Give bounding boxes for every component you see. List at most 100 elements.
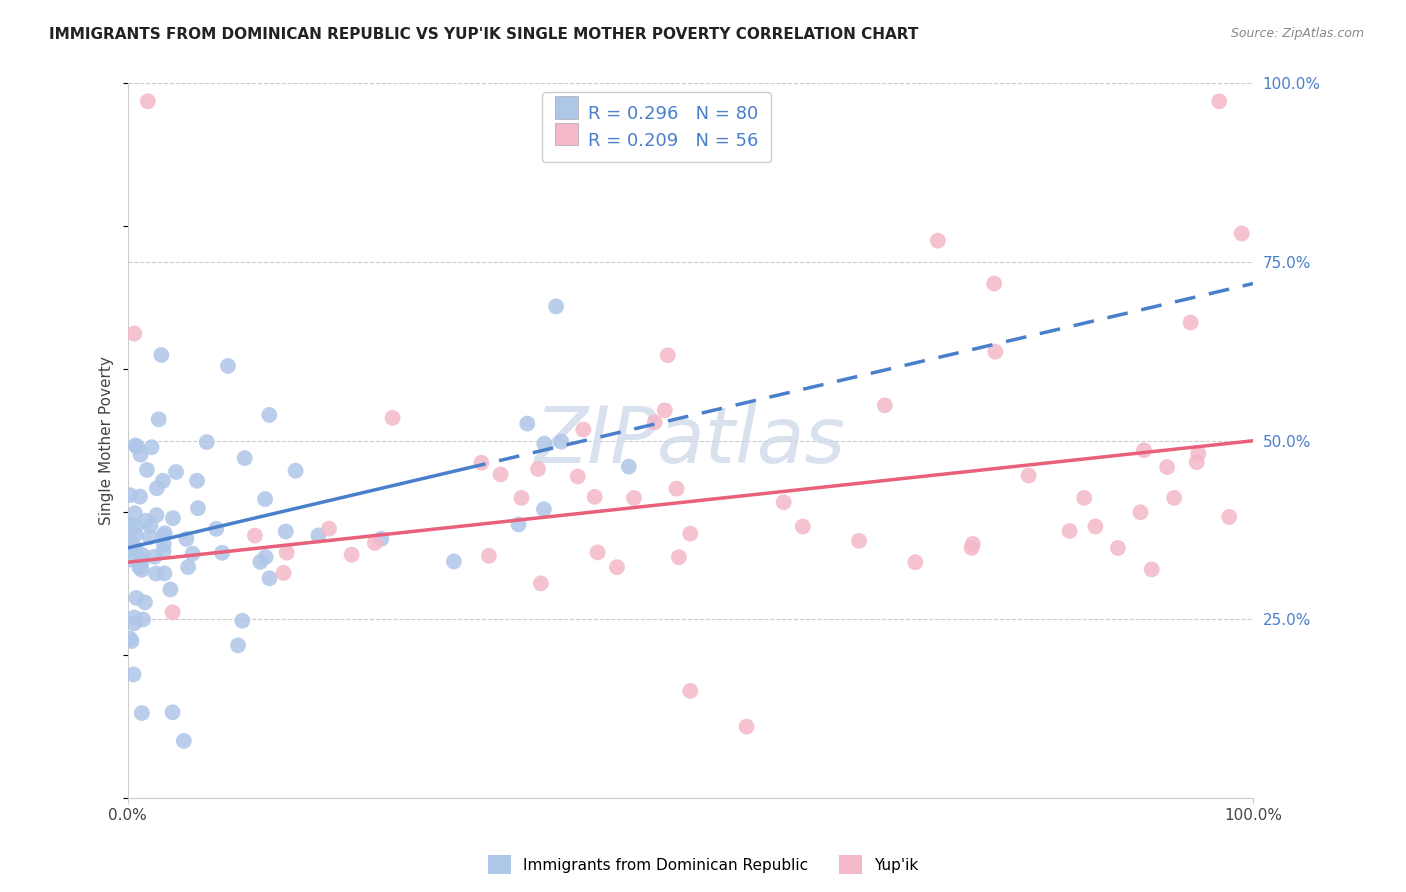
Point (679, 684, 702, 698)
Point (165, 465, 187, 479)
Point (129, 448, 152, 462)
Point (153, 566, 176, 581)
Point (665, 482, 688, 496)
Point (118, 517, 141, 532)
Point (131, 706, 153, 720)
Point (226, 639, 249, 653)
Point (145, 566, 167, 581)
Point (960, 541, 983, 555)
Point (217, 359, 239, 373)
Point (873, 398, 896, 412)
Point (121, 540, 143, 554)
Point (124, 506, 146, 520)
Point (546, 299, 568, 313)
Point (735, 720, 758, 734)
Point (1180, 316, 1202, 330)
Point (145, 508, 167, 523)
Legend: Immigrants from Dominican Republic, Yup'ik: Immigrants from Dominican Republic, Yup'… (482, 849, 924, 880)
Point (516, 417, 538, 431)
Point (586, 545, 609, 559)
Point (276, 545, 298, 559)
Point (135, 514, 157, 528)
Point (187, 501, 209, 516)
Point (205, 522, 228, 536)
Point (983, 277, 1005, 291)
Point (152, 528, 174, 542)
Point (381, 410, 404, 425)
Point (1218, 510, 1240, 524)
Point (195, 435, 218, 450)
Point (1107, 541, 1129, 555)
Point (527, 462, 550, 476)
Point (122, 667, 145, 681)
Point (118, 632, 141, 646)
Point (1140, 562, 1163, 576)
Point (124, 326, 146, 341)
Point (176, 532, 198, 546)
Point (533, 436, 555, 450)
Point (848, 533, 870, 548)
Point (489, 467, 512, 482)
Point (173, 734, 195, 748)
Point (124, 438, 146, 452)
Point (657, 348, 679, 362)
Point (274, 524, 297, 539)
Point (1230, 227, 1253, 241)
Point (139, 530, 162, 544)
Point (249, 555, 271, 569)
Point (443, 554, 465, 568)
Point (254, 549, 277, 564)
Y-axis label: Single Mother Poverty: Single Mother Poverty (100, 356, 114, 525)
Point (153, 526, 176, 541)
Point (125, 440, 148, 454)
Point (606, 560, 628, 574)
Point (478, 549, 501, 563)
Point (152, 474, 174, 488)
Point (162, 511, 184, 525)
Point (181, 547, 204, 561)
Point (118, 519, 141, 533)
Point (1133, 443, 1156, 458)
Point (259, 408, 281, 422)
Point (143, 549, 166, 564)
Point (318, 522, 340, 536)
Point (211, 546, 233, 560)
Point (307, 528, 329, 542)
Point (1208, 95, 1230, 109)
Point (567, 469, 589, 483)
Point (120, 552, 142, 566)
Point (510, 491, 533, 505)
Point (364, 536, 387, 550)
Point (177, 560, 200, 574)
Text: ZIPatlas: ZIPatlas (534, 403, 845, 479)
Point (148, 412, 170, 426)
Point (129, 557, 152, 571)
Point (772, 495, 794, 509)
Point (118, 542, 141, 557)
Text: IMMIGRANTS FROM DOMINICAN REPUBLIC VS YUP'IK SINGLE MOTHER POVERTY CORRELATION C: IMMIGRANTS FROM DOMINICAN REPUBLIC VS YU… (49, 27, 918, 42)
Point (231, 614, 253, 628)
Point (124, 528, 146, 542)
Point (1073, 491, 1095, 505)
Point (124, 541, 146, 556)
Point (136, 95, 159, 109)
Point (644, 415, 666, 429)
Point (530, 576, 553, 591)
Point (962, 537, 984, 551)
Point (125, 591, 148, 605)
Point (583, 490, 606, 504)
Point (118, 488, 141, 502)
Point (1156, 460, 1178, 475)
Point (233, 451, 256, 466)
Point (134, 595, 156, 609)
Point (259, 571, 281, 585)
Point (508, 517, 530, 532)
Point (904, 555, 927, 569)
Point (129, 552, 152, 566)
Point (131, 548, 153, 562)
Point (617, 459, 640, 474)
Point (533, 502, 555, 516)
Point (654, 403, 676, 417)
Point (1059, 524, 1081, 538)
Point (139, 518, 162, 533)
